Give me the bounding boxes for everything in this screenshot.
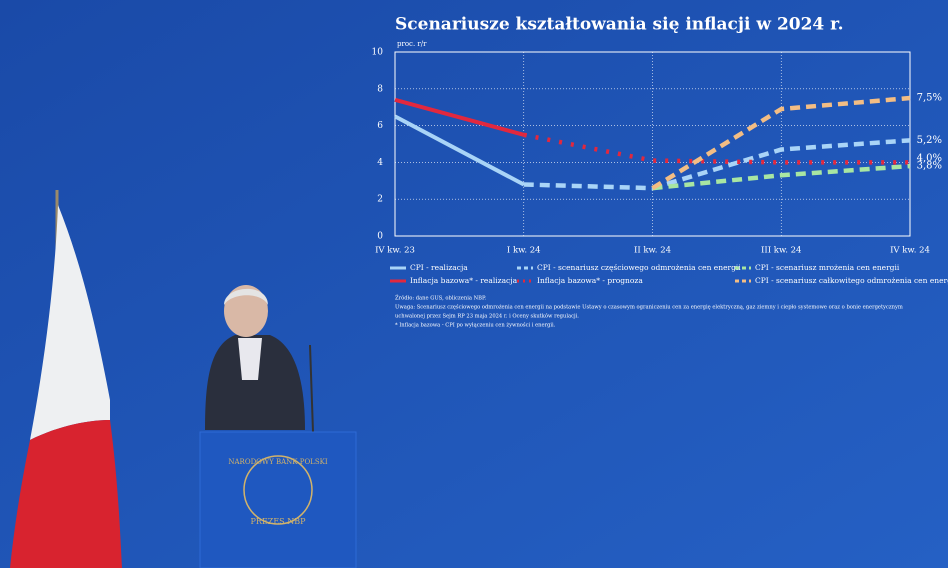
- x-tick-label: IV kw. 23: [375, 246, 415, 256]
- microphone: [309, 344, 314, 433]
- y-tick-label: 6: [377, 121, 383, 131]
- speaker-hair: [224, 288, 268, 305]
- y-tick-label: 0: [377, 232, 383, 242]
- podium-text: NARODOWY BANK POLSKI: [228, 458, 327, 466]
- speaker-shirt: [238, 338, 262, 380]
- podium: [199, 431, 357, 568]
- value-label: 5,2%: [917, 135, 942, 146]
- legend-label: Inflacja bazowa* - realizacja: [410, 276, 518, 285]
- series-line: [394, 97, 525, 137]
- speaker-head: [224, 285, 268, 337]
- series-line: [394, 114, 525, 187]
- x-tick-label: II kw. 24: [634, 246, 671, 256]
- y-tick-label: 10: [372, 48, 384, 58]
- y-tick-label: 2: [377, 195, 383, 205]
- value-label: 4,0%: [917, 153, 942, 164]
- note: Źródło: dane GUS, obliczenia NBP.: [395, 294, 486, 302]
- y-tick-label: 8: [377, 84, 383, 94]
- speaker-suit: [205, 335, 305, 430]
- legend-label: CPI - scenariusz całkowitego odmrożenia …: [755, 276, 948, 285]
- series-line: [651, 95, 911, 191]
- series-line: [523, 138, 911, 191]
- chart-title: Scenariusze kształtowania się inflacji w…: [395, 15, 844, 35]
- flag-red: [10, 420, 122, 568]
- legend-label: CPI - realizacja: [410, 263, 468, 272]
- podium-subtext: PREZES NBP: [251, 517, 307, 526]
- podium-emblem: [243, 455, 313, 525]
- value-label: 3,8%: [917, 161, 942, 172]
- series-line: [652, 163, 911, 191]
- flag-white: [30, 205, 110, 440]
- legend-label: CPI - scenariusz mrożenia cen energii: [755, 263, 900, 272]
- legend-label: Inflacja bazowa* - prognoza: [537, 276, 643, 285]
- note: uchwalonej przez Sejm RP 23 maja 2024 r.…: [395, 313, 579, 320]
- legend-label: CPI - scenariusz częściowego odmrożenia …: [537, 263, 741, 272]
- x-tick-label: IV kw. 24: [890, 246, 930, 256]
- y-tick-label: 4: [377, 158, 383, 168]
- series-line: [523, 132, 910, 165]
- chart: 0 2 4 6 8 10 IV kw. 23 I kw. 24 II kw. 24 III kw.…: [372, 48, 948, 329]
- note: * Inflacja bazowa - CPI po wyłączeniu ce…: [395, 322, 556, 329]
- note: Uwaga: Scenariusz częściowego odmrożenia…: [395, 304, 903, 311]
- x-tick-label: I kw. 24: [507, 246, 541, 256]
- y-axis-label: proc. r/r: [397, 40, 427, 48]
- value-label: 7,5%: [917, 93, 942, 104]
- x-tick-label: III kw. 24: [761, 246, 801, 256]
